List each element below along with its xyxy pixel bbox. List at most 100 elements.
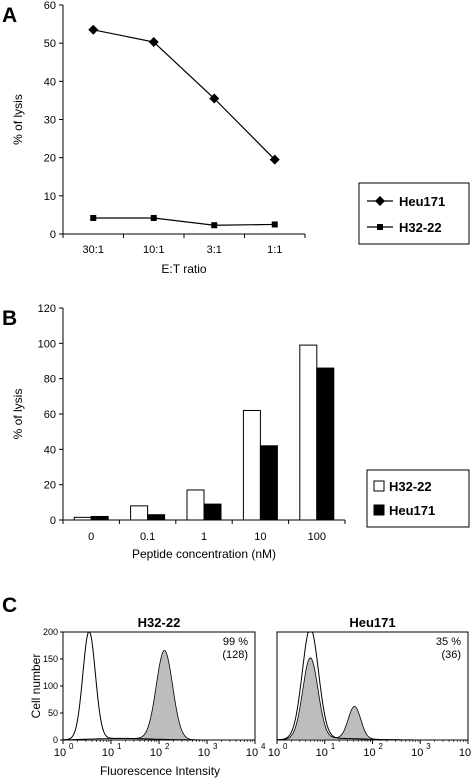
data-point-heu171	[88, 24, 99, 35]
x-axis-title: E:T ratio	[161, 262, 206, 276]
x-tick-base: 10	[54, 747, 66, 759]
x-tick-base: 10	[268, 747, 280, 759]
y-tick-label: 20	[44, 480, 56, 492]
x-tick-label: 1	[201, 531, 207, 543]
panel-label-b: B	[2, 307, 17, 330]
panel-b-bar-chart: 0 20 40 60 80 100 120 0 0.1 1 10 100 Peptide concent…	[11, 303, 470, 561]
bar-h32-22	[73, 516, 92, 521]
x-tick-label: 0.1	[140, 531, 155, 543]
x-tick-label: 0	[88, 531, 94, 543]
x-tick-base: 10	[246, 747, 258, 759]
legend-marker-heu171	[375, 196, 385, 206]
x-tick-base: 10	[102, 747, 114, 759]
y-tick-label: 50	[44, 38, 56, 50]
control-histogram	[277, 631, 468, 741]
legend-marker-h32-22	[377, 224, 383, 230]
y-axis-title: % of lysis	[11, 94, 25, 145]
data-point-heu171	[269, 154, 280, 165]
y-axis-title: Cell number	[29, 654, 43, 719]
x-axis-title: Peptide concentration (nM)	[132, 547, 276, 561]
x-tick-label: 100	[308, 531, 326, 543]
data-point-h32-22	[211, 222, 218, 229]
x-tick-exponent: 3	[426, 742, 431, 751]
stained-histogram	[62, 650, 255, 741]
x-tick-exponent: 1	[331, 742, 336, 751]
bar-heu171	[147, 514, 166, 521]
x-tick-base: 10	[316, 747, 328, 759]
legend-label: Heu171	[399, 194, 445, 209]
panel-label-a: A	[2, 4, 17, 27]
bar-heu171	[259, 445, 278, 521]
x-axis-title: Fluorescence Intensity	[100, 764, 220, 778]
y-tick-label: 30	[44, 115, 56, 127]
bar-h32-22	[242, 409, 261, 521]
y-tick-label: 60	[44, 409, 56, 421]
x-tick-label: 30:1	[83, 244, 104, 256]
x-tick-base: 10	[150, 747, 162, 759]
bar-h32-22	[130, 505, 149, 521]
x-tick-exponent: 4	[261, 742, 266, 751]
x-tick-base: 10	[198, 747, 210, 759]
y-axis-title: % of lysis	[11, 389, 25, 440]
bar-h32-22	[186, 489, 205, 521]
histogram-title: Heu171	[349, 615, 395, 630]
mean-fluorescence: (128)	[222, 649, 248, 661]
percent-positive: 99 %	[223, 636, 248, 648]
x-tick-label: 10	[254, 531, 266, 543]
y-tick-label: 100	[43, 681, 58, 691]
panel-a-line-chart: 0 10 20 30 40 50 60 30:1 10:1 3:1 1:1 E:T ratio % of…	[11, 0, 470, 276]
mean-fluorescence: (36)	[441, 649, 461, 661]
y-tick-label: 60	[44, 0, 56, 12]
x-tick-exponent: 0	[69, 742, 74, 751]
legend-swatch-heu171	[373, 504, 385, 516]
x-tick-exponent: 2	[165, 742, 170, 751]
data-point-h32-22	[271, 221, 278, 228]
x-tick-base: 10	[459, 747, 471, 759]
series-line-heu171	[93, 29, 276, 160]
x-tick-exponent: 0	[283, 742, 288, 751]
data-point-heu171	[209, 93, 220, 104]
panel-label-c: C	[2, 594, 17, 617]
y-tick-label: 80	[44, 374, 56, 386]
y-tick-label: 100	[38, 338, 56, 350]
legend-label: Heu171	[389, 503, 435, 518]
y-tick-label: 40	[44, 76, 56, 88]
x-tick-label: 1:1	[267, 244, 282, 256]
control-histogram	[63, 631, 255, 741]
x-tick-label: 3:1	[207, 244, 222, 256]
x-tick-label: 10:1	[143, 244, 164, 256]
x-tick-exponent: 2	[379, 742, 384, 751]
legend-label: H32-22	[389, 479, 432, 494]
bar-heu171	[316, 367, 335, 521]
legend-swatch-h32-22	[373, 480, 385, 492]
legend-box	[366, 469, 470, 528]
y-tick-label: 20	[44, 153, 56, 165]
y-tick-label: 50	[48, 708, 58, 718]
y-tick-label: 200	[43, 627, 58, 637]
bar-heu171	[203, 503, 222, 521]
y-tick-label: 0	[50, 229, 56, 241]
data-point-h32-22	[150, 214, 157, 221]
data-point-h32-22	[90, 214, 97, 221]
bar-heu171	[90, 515, 109, 521]
y-tick-label: 0	[50, 515, 56, 527]
y-tick-label: 120	[38, 303, 56, 315]
legend-label: H32-22	[399, 220, 442, 235]
histogram-title: H32-22	[138, 615, 181, 630]
y-tick-label: 40	[44, 444, 56, 456]
y-tick-label: 150	[43, 654, 58, 664]
percent-positive: 35 %	[436, 636, 461, 648]
bar-h32-22	[299, 344, 318, 521]
legend-box	[358, 182, 470, 245]
y-tick-label: 10	[44, 191, 56, 203]
stained-histogram	[276, 657, 468, 741]
x-tick-base: 10	[411, 747, 423, 759]
data-point-heu171	[148, 37, 159, 48]
x-tick-base: 10	[363, 747, 375, 759]
y-tick-label: 0	[53, 735, 58, 745]
x-tick-exponent: 3	[213, 742, 218, 751]
series-line-h32-22	[93, 217, 275, 226]
x-tick-exponent: 1	[117, 742, 122, 751]
